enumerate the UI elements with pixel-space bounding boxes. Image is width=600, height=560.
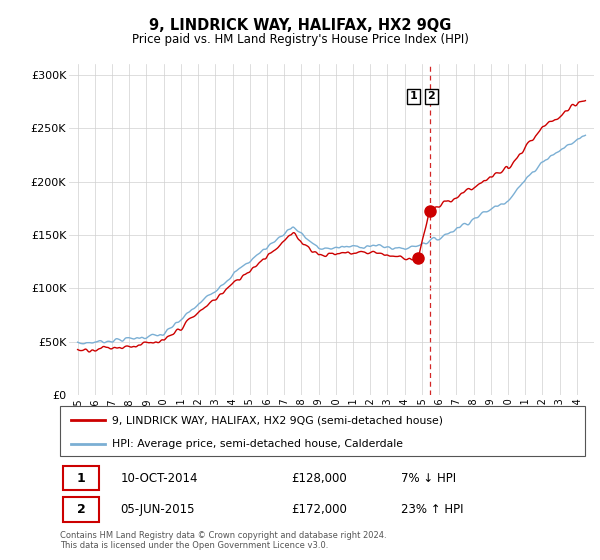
Text: 1: 1 — [77, 472, 85, 484]
Text: Price paid vs. HM Land Registry's House Price Index (HPI): Price paid vs. HM Land Registry's House … — [131, 32, 469, 46]
Text: 05-JUN-2015: 05-JUN-2015 — [121, 503, 195, 516]
FancyBboxPatch shape — [60, 406, 585, 456]
Text: £128,000: £128,000 — [291, 472, 347, 484]
Text: 23% ↑ HPI: 23% ↑ HPI — [401, 503, 464, 516]
Text: 9, LINDRICK WAY, HALIFAX, HX2 9QG: 9, LINDRICK WAY, HALIFAX, HX2 9QG — [149, 18, 451, 32]
Text: 10-OCT-2014: 10-OCT-2014 — [121, 472, 198, 484]
FancyBboxPatch shape — [62, 497, 100, 522]
Text: HPI: Average price, semi-detached house, Calderdale: HPI: Average price, semi-detached house,… — [113, 439, 404, 449]
Text: 7% ↓ HPI: 7% ↓ HPI — [401, 472, 457, 484]
Text: 9, LINDRICK WAY, HALIFAX, HX2 9QG (semi-detached house): 9, LINDRICK WAY, HALIFAX, HX2 9QG (semi-… — [113, 415, 443, 425]
Text: 1: 1 — [409, 91, 417, 101]
Text: Contains HM Land Registry data © Crown copyright and database right 2024.
This d: Contains HM Land Registry data © Crown c… — [60, 531, 386, 550]
FancyBboxPatch shape — [62, 466, 100, 491]
Text: £172,000: £172,000 — [291, 503, 347, 516]
Text: 2: 2 — [427, 91, 435, 101]
Text: 2: 2 — [77, 503, 85, 516]
